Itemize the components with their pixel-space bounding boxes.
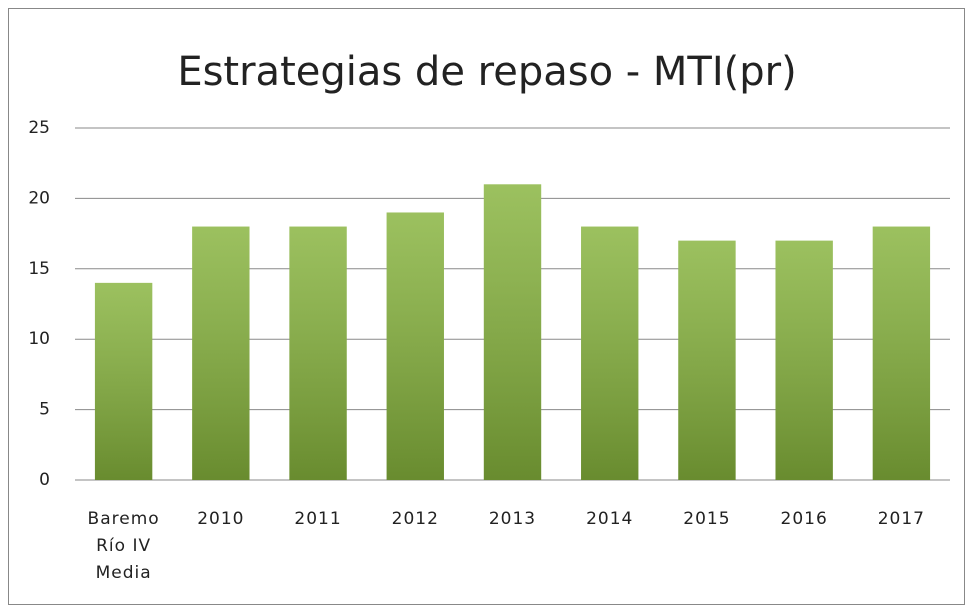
bar — [192, 226, 250, 480]
x-tick-label: 2011 — [294, 509, 342, 529]
x-tick-label: 2014 — [586, 509, 634, 529]
bar — [94, 282, 153, 480]
x-tick-label: Baremo Río IV Media — [87, 509, 160, 583]
y-tick-label: 10 — [28, 329, 50, 349]
bar — [483, 184, 542, 480]
bar — [872, 226, 931, 480]
x-tick-label: 2012 — [391, 509, 439, 529]
bar — [289, 226, 347, 480]
bar — [581, 226, 639, 480]
y-tick-label: 15 — [28, 259, 50, 279]
bar — [775, 240, 833, 480]
x-tick-label: 2017 — [877, 509, 925, 529]
x-tick-label: 2016 — [780, 509, 828, 529]
bar — [386, 212, 444, 481]
x-tick-label: 2015 — [683, 509, 731, 529]
y-tick-label: 20 — [28, 188, 50, 208]
x-tick-label: 2013 — [488, 509, 537, 529]
x-tick-label: 2010 — [197, 509, 245, 529]
bar — [678, 240, 736, 480]
chart-title: Estrategias de repaso - MTI(pr) — [177, 49, 796, 95]
y-tick-label: 0 — [39, 470, 50, 490]
y-tick-label: 5 — [39, 400, 50, 420]
y-tick-label: 25 — [28, 118, 50, 138]
